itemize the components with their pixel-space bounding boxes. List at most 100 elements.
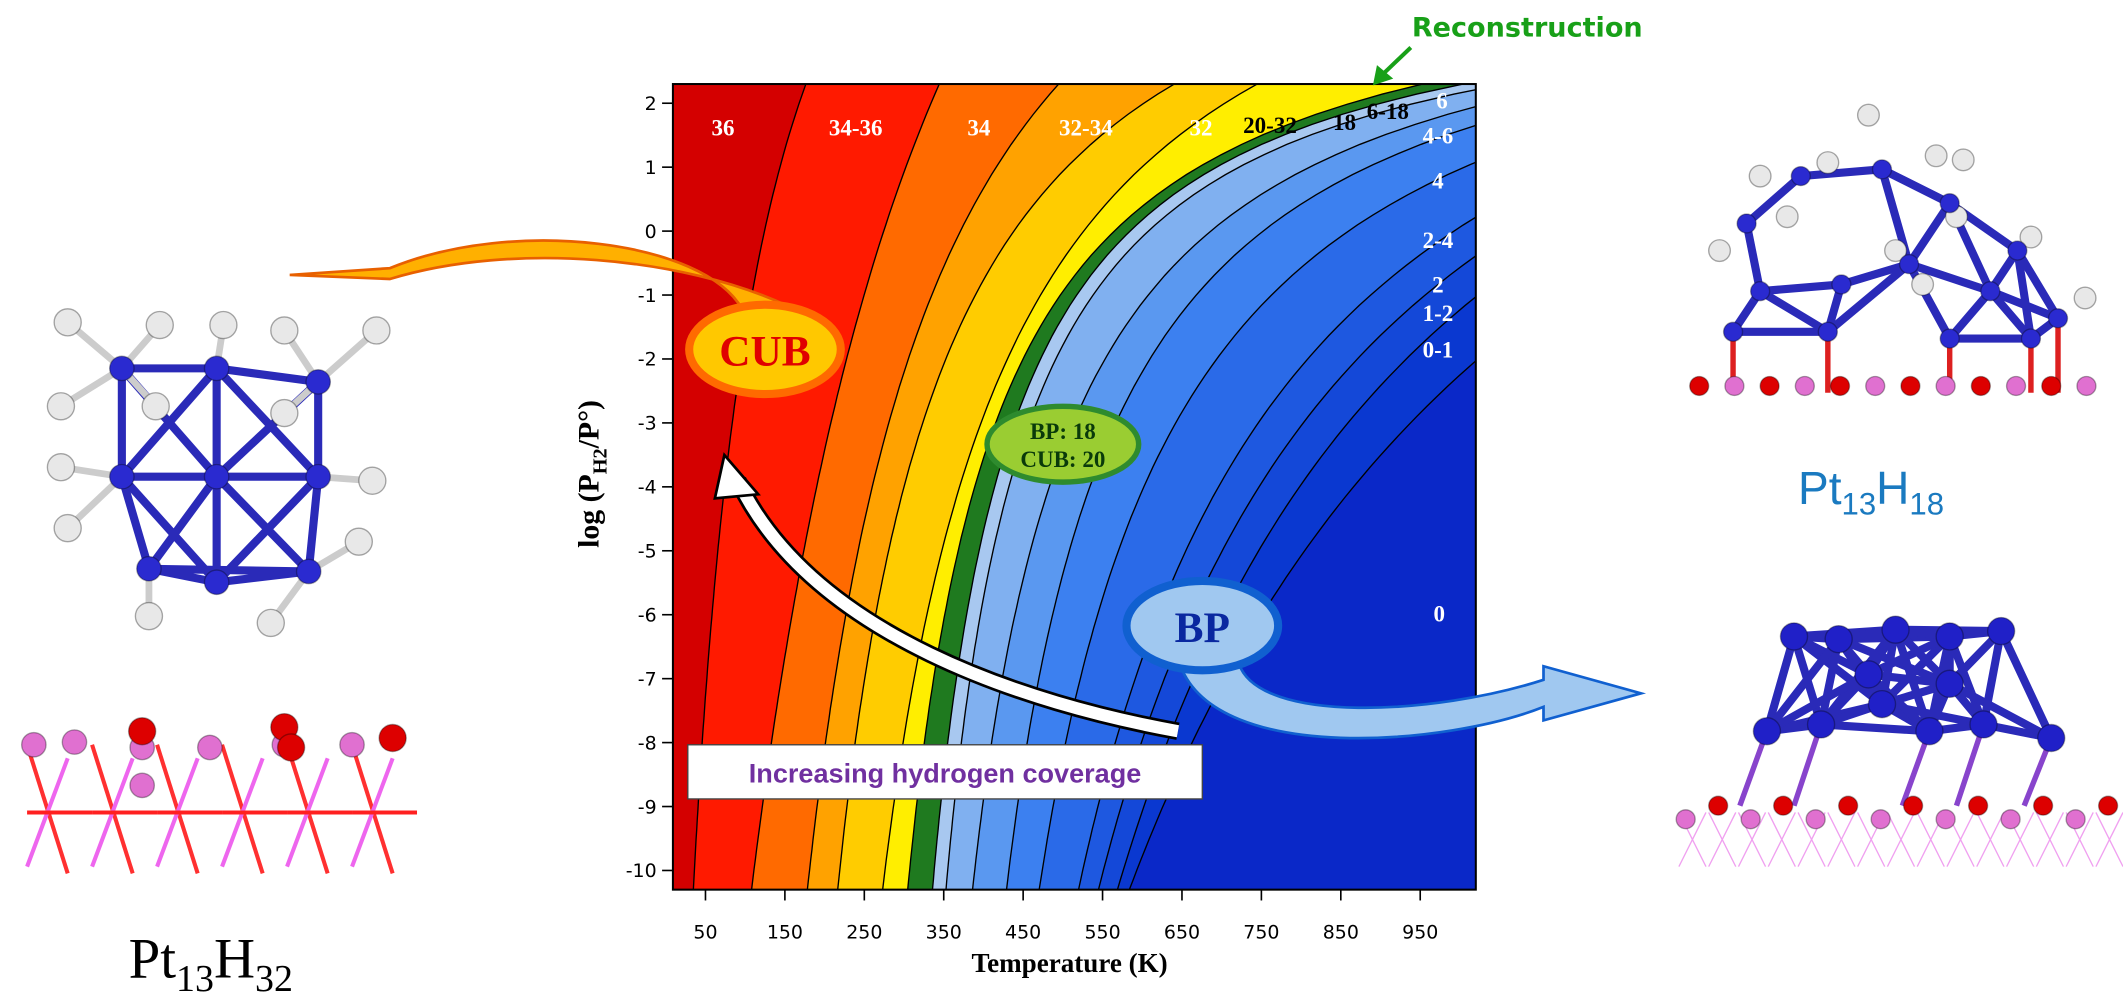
atom — [1825, 626, 1852, 653]
atom — [297, 559, 321, 583]
atom — [204, 356, 228, 380]
region-label: 2 — [1432, 272, 1444, 298]
atom — [1774, 796, 1793, 815]
atom — [345, 528, 372, 555]
atom — [1709, 240, 1731, 262]
atom — [278, 734, 305, 761]
x-tick-label: 550 — [1084, 921, 1120, 943]
formula-part: H — [214, 928, 255, 991]
mix-label: BP: 18 — [1030, 418, 1096, 444]
atom — [130, 773, 154, 797]
atom — [110, 465, 134, 489]
atom — [340, 733, 364, 757]
formula-sub: 13 — [176, 958, 214, 994]
y-label-part: /P°) — [572, 400, 605, 449]
atom — [2008, 241, 2027, 260]
atom — [2038, 724, 2065, 751]
atom — [2034, 796, 2053, 815]
region-label: 6-18 — [1367, 98, 1409, 124]
atom — [1871, 810, 1890, 829]
x-tick-label: 750 — [1243, 921, 1279, 943]
coverage-label: Increasing hydrogen coverage — [749, 758, 1142, 789]
atom — [2049, 309, 2068, 328]
atom — [137, 557, 161, 581]
atom — [271, 400, 298, 427]
atom — [22, 733, 46, 757]
formula-part: Pt — [129, 928, 177, 991]
atom — [1776, 206, 1798, 228]
atom — [1904, 796, 1923, 815]
mix-label: CUB: 20 — [1020, 446, 1105, 472]
atom — [146, 312, 173, 339]
atom — [379, 724, 406, 751]
atom — [204, 570, 228, 594]
formula-sub: 32 — [255, 958, 293, 994]
y-tick-label: -6 — [638, 604, 657, 626]
atom — [1988, 618, 2015, 645]
atom — [1839, 796, 1858, 815]
atom — [1855, 661, 1882, 688]
atom — [1936, 810, 1955, 829]
atom — [135, 603, 162, 630]
atom — [1749, 165, 1771, 187]
y-tick-label: -10 — [626, 860, 657, 882]
bond — [1909, 203, 1950, 264]
region-label: 0 — [1434, 601, 1446, 627]
x-tick-label: 250 — [846, 921, 882, 943]
atom — [54, 309, 81, 336]
reconstruction-label: Reconstruction — [1412, 13, 1643, 44]
atom — [1753, 718, 1780, 745]
atom — [306, 465, 330, 489]
atom — [1795, 376, 1814, 395]
atom — [1940, 194, 1959, 213]
bond — [1747, 224, 1761, 292]
atom — [1912, 274, 1934, 296]
atom — [1751, 282, 1770, 301]
bond — [217, 477, 309, 572]
y-tick-label: 2 — [645, 93, 657, 115]
atom — [129, 718, 156, 745]
y-label-part: log (P — [572, 474, 605, 548]
atom — [2066, 810, 2085, 829]
atom — [1936, 376, 1955, 395]
region-label: 4-6 — [1423, 123, 1454, 149]
x-tick-label: 850 — [1323, 921, 1359, 943]
atom — [306, 370, 330, 394]
atom — [142, 393, 169, 420]
formula-right: Pt13H18 — [1798, 462, 1944, 522]
atom — [1737, 214, 1756, 233]
y-tick-label: -8 — [638, 732, 657, 754]
formula-left: Pt13H32 — [129, 928, 293, 994]
atom — [1832, 275, 1851, 294]
atom — [2077, 376, 2096, 395]
y-tick-label: 0 — [645, 221, 657, 243]
x-tick-label: 450 — [1005, 921, 1041, 943]
atom — [1981, 282, 2000, 301]
y-tick-label: -1 — [638, 285, 657, 307]
atom — [359, 467, 386, 494]
atom — [54, 515, 81, 542]
y-tick-label: -5 — [638, 541, 657, 563]
atom — [363, 317, 390, 344]
formula-sub: 13 — [1842, 487, 1877, 522]
atom — [1901, 376, 1920, 395]
atom — [2001, 810, 2020, 829]
atom — [1791, 167, 1810, 186]
atom — [1873, 160, 1892, 179]
atom — [47, 393, 74, 420]
atom — [1900, 255, 1919, 274]
atom — [1925, 145, 1947, 167]
atom — [1952, 149, 1974, 171]
y-axis-label: log (PH2/P°) — [572, 400, 611, 548]
region-label: 6 — [1436, 87, 1448, 113]
atom — [2042, 376, 2061, 395]
atom — [210, 312, 237, 339]
region-label: 18 — [1333, 109, 1356, 135]
region-label: 32-34 — [1059, 114, 1113, 140]
bond — [1801, 169, 1882, 176]
bond — [1760, 284, 1841, 291]
region-label: 2-4 — [1423, 227, 1454, 253]
atom — [2099, 796, 2118, 815]
y-tick-label: -3 — [638, 413, 657, 435]
region-label: 20-32 — [1243, 112, 1297, 138]
